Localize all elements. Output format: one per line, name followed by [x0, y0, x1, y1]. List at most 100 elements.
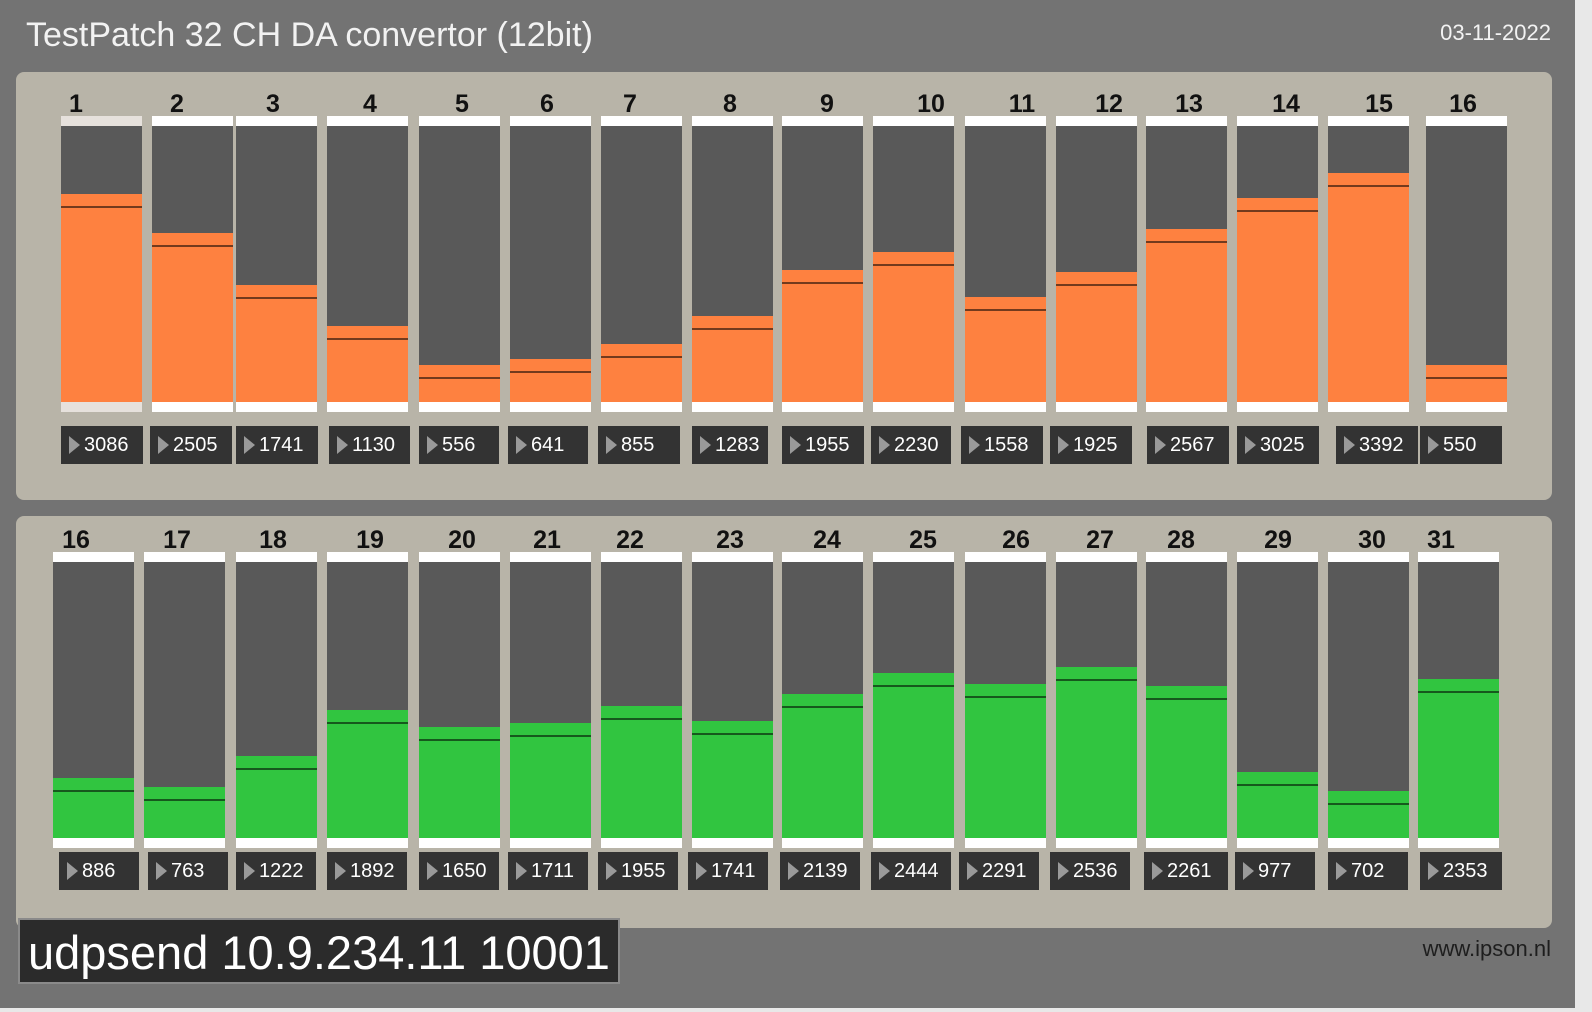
bottom-channel-slider-16[interactable] — [1418, 552, 1499, 848]
top-channel-label-8: 8 — [723, 90, 737, 118]
top-channel-slider-13[interactable] — [1146, 116, 1227, 412]
play-arrow-icon — [427, 436, 438, 454]
slider-track — [510, 126, 591, 402]
bottom-channel-slider-13[interactable] — [1146, 552, 1227, 848]
top-channel-number-box-13[interactable]: 2567 — [1147, 426, 1229, 464]
bottom-channel-number-box-6[interactable]: 1711 — [508, 852, 588, 890]
play-arrow-icon — [67, 862, 78, 880]
top-channel-number-box-8[interactable]: 1283 — [692, 426, 768, 464]
bottom-channel-number-box-16[interactable]: 2353 — [1420, 852, 1502, 890]
bottom-channel-slider-3[interactable] — [236, 552, 317, 848]
channel-value: 2261 — [1167, 860, 1212, 882]
bottom-channel-slider-14[interactable] — [1237, 552, 1318, 848]
top-channel-slider-11[interactable] — [965, 116, 1046, 412]
bottom-channel-number-box-1[interactable]: 886 — [59, 852, 139, 890]
bottom-channel-number-box-11[interactable]: 2291 — [959, 852, 1039, 890]
bottom-channel-slider-11[interactable] — [965, 552, 1046, 848]
top-channel-number-box-16[interactable]: 550 — [1420, 426, 1502, 464]
bottom-channel-number-box-13[interactable]: 2261 — [1144, 852, 1228, 890]
bottom-channel-label-9: 24 — [813, 526, 841, 554]
bottom-channel-slider-7[interactable] — [601, 552, 682, 848]
patch-date: 03-11-2022 — [1440, 20, 1551, 45]
top-channel-number-box-12[interactable]: 1925 — [1050, 426, 1132, 464]
top-channel-slider-7[interactable] — [601, 116, 682, 412]
play-arrow-icon — [335, 862, 346, 880]
play-arrow-icon — [1336, 862, 1347, 880]
slider-fill — [327, 325, 408, 402]
bottom-channel-slider-6[interactable] — [510, 552, 591, 848]
top-channel-number-box-6[interactable]: 641 — [508, 426, 588, 464]
bottom-channel-slider-10[interactable] — [873, 552, 954, 848]
slider-track — [873, 562, 954, 838]
slider-fill — [601, 706, 682, 838]
top-channel-number-box-1[interactable]: 3086 — [61, 426, 143, 464]
channel-value: 641 — [531, 434, 565, 456]
bottom-channel-number-box-3[interactable]: 1222 — [236, 852, 316, 890]
slider-track — [510, 562, 591, 838]
bottom-channel-number-box-4[interactable]: 1892 — [327, 852, 407, 890]
bottom-channel-slider-5[interactable] — [419, 552, 500, 848]
slider-track — [61, 126, 142, 402]
bottom-channel-number-box-15[interactable]: 702 — [1328, 852, 1408, 890]
top-channel-slider-12[interactable] — [1056, 116, 1137, 412]
slider-fill — [1146, 229, 1227, 402]
bottom-channel-slider-12[interactable] — [1056, 552, 1137, 848]
top-channel-slider-1[interactable] — [61, 116, 142, 412]
top-channel-slider-2[interactable] — [152, 116, 233, 412]
slider-fill — [1426, 364, 1507, 402]
top-channel-number-box-2[interactable]: 2505 — [150, 426, 232, 464]
bottom-channel-number-box-7[interactable]: 1955 — [598, 852, 678, 890]
top-channel-slider-9[interactable] — [782, 116, 863, 412]
bottom-channel-number-box-12[interactable]: 2536 — [1050, 852, 1130, 890]
channel-value: 1925 — [1073, 434, 1118, 456]
top-channel-slider-4[interactable] — [327, 116, 408, 412]
top-channel-slider-6[interactable] — [510, 116, 591, 412]
top-channel-number-box-7[interactable]: 855 — [598, 426, 680, 464]
top-channel-number-box-9[interactable]: 1955 — [782, 426, 864, 464]
play-arrow-icon — [879, 436, 890, 454]
bottom-channel-number-box-5[interactable]: 1650 — [419, 852, 499, 890]
bottom-channel-number-box-8[interactable]: 1741 — [688, 852, 768, 890]
bottom-channel-slider-15[interactable] — [1328, 552, 1409, 848]
channel-value: 2505 — [173, 434, 218, 456]
top-channel-slider-15[interactable] — [1328, 116, 1409, 412]
slider-track — [692, 562, 773, 838]
top-channel-number-box-10[interactable]: 2230 — [871, 426, 951, 464]
top-channel-slider-8[interactable] — [692, 116, 773, 412]
top-channel-number-box-11[interactable]: 1558 — [961, 426, 1043, 464]
udpsend-object[interactable]: udpsend 10.9.234.11 10001 — [18, 918, 620, 984]
bottom-channel-label-7: 22 — [616, 526, 644, 554]
bottom-channel-slider-2[interactable] — [144, 552, 225, 848]
bottom-channel-number-box-9[interactable]: 2139 — [780, 852, 860, 890]
bottom-channel-label-13: 28 — [1167, 526, 1195, 554]
slider-fill — [1237, 198, 1318, 402]
top-channel-number-box-3[interactable]: 1741 — [236, 426, 318, 464]
slider-track — [1328, 126, 1409, 402]
slider-track — [601, 562, 682, 838]
top-channel-slider-5[interactable] — [419, 116, 500, 412]
top-channel-slider-16[interactable] — [1426, 116, 1507, 412]
bottom-channel-slider-1[interactable] — [53, 552, 134, 848]
top-channel-label-7: 7 — [623, 90, 637, 118]
bottom-channel-number-box-2[interactable]: 763 — [148, 852, 228, 890]
bottom-channel-number-box-10[interactable]: 2444 — [871, 852, 951, 890]
bottom-channel-number-box-14[interactable]: 977 — [1235, 852, 1315, 890]
play-arrow-icon — [606, 436, 617, 454]
top-channel-number-box-14[interactable]: 3025 — [1237, 426, 1319, 464]
slider-track — [1146, 562, 1227, 838]
top-channel-slider-10[interactable] — [873, 116, 954, 412]
bottom-channel-slider-9[interactable] — [782, 552, 863, 848]
top-channel-number-box-5[interactable]: 556 — [419, 426, 499, 464]
bottom-channel-slider-8[interactable] — [692, 552, 773, 848]
play-arrow-icon — [516, 862, 527, 880]
channel-value: 1283 — [715, 434, 760, 456]
top-channel-number-box-4[interactable]: 1130 — [329, 426, 410, 464]
bottom-channel-slider-4[interactable] — [327, 552, 408, 848]
website-link[interactable]: www.ipson.nl — [1422, 936, 1551, 961]
slider-fill — [327, 710, 408, 838]
top-channel-slider-3[interactable] — [236, 116, 317, 412]
top-channel-slider-14[interactable] — [1237, 116, 1318, 412]
slider-track — [1237, 126, 1318, 402]
play-arrow-icon — [1245, 436, 1256, 454]
top-channel-number-box-15[interactable]: 3392 — [1336, 426, 1418, 464]
